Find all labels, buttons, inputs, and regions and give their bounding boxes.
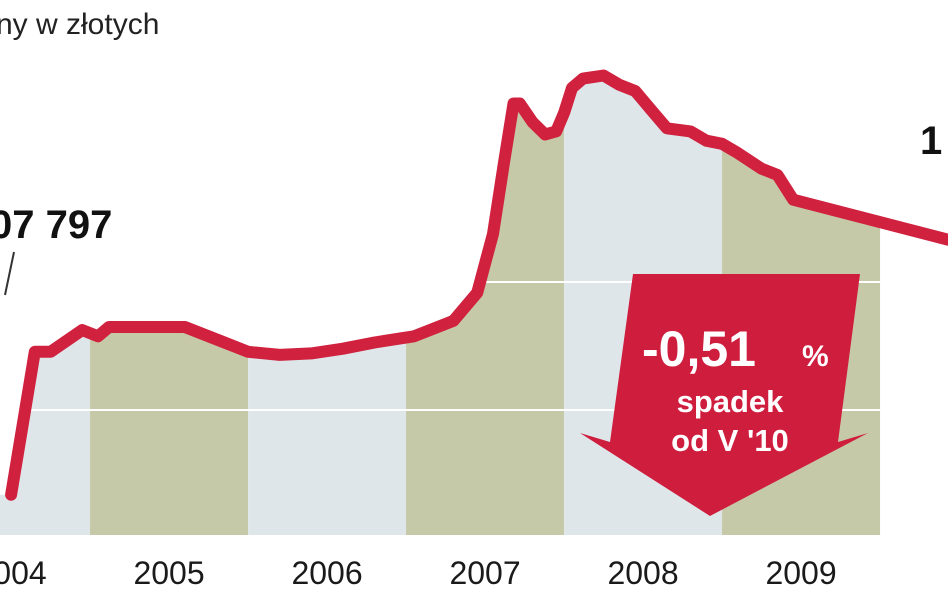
area-mask-above-line [0,0,948,495]
start-value-label: 07 797 [0,203,112,247]
series-line [5,69,948,501]
x-tick-label-2004: 2004 [0,555,47,591]
series-line-path [5,69,948,501]
start-value-pointer [4,251,15,296]
callout-line1: spadek [677,384,785,419]
area-fill [0,0,948,495]
callout-line2: od V '10 [671,423,789,458]
down-arrow [580,274,868,516]
chart-subtitle: ny w złotych [0,8,159,41]
x-tick-label-2007: 2007 [449,555,520,591]
x-tick-label-2006: 2006 [291,555,362,591]
x-tick-label-2008: 2008 [607,555,678,591]
x-tick-label-2009: 2009 [765,555,836,591]
x-axis: 2004 2005 2006 2007 2008 2009 [0,535,948,593]
x-tick-label-2005: 2005 [133,555,204,591]
decline-callout: -0,51 % spadek od V '10 [580,274,868,516]
callout-percent-sign: % [802,340,829,373]
x-axis-background [0,535,948,593]
callout-percentage: -0,51 [642,321,756,377]
end-value-label: 1 [920,119,942,163]
